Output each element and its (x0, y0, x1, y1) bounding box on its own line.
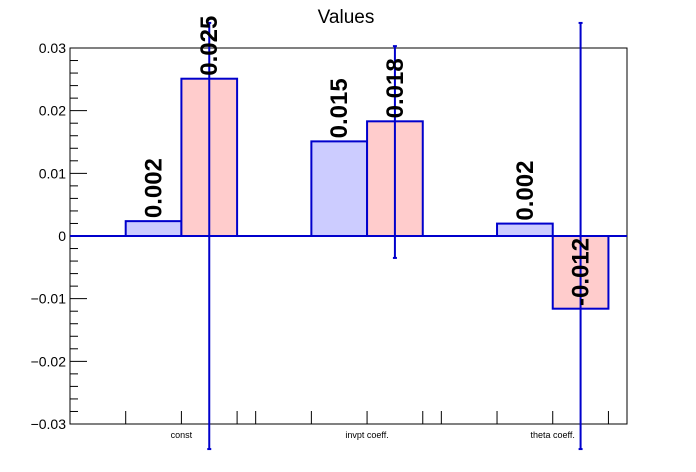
y-tick-label: −0.01 (31, 291, 67, 307)
bar-const-series-1 (124, 220, 183, 237)
y-tick-label: −0.02 (31, 353, 67, 369)
y-tick-label: 0.01 (39, 165, 66, 181)
x-category-label: invpt coeff. (345, 430, 388, 440)
x-category-label: const (171, 430, 193, 440)
y-tick-label: −0.03 (31, 416, 67, 432)
y-tick-label: 0 (58, 228, 66, 244)
data-label: 0.002 (141, 158, 168, 218)
bar-theta-coeff--series-1 (496, 222, 554, 237)
y-tick-label: 0.03 (39, 40, 66, 56)
data-label: 0.002 (512, 161, 539, 221)
y-tick-label: 0.02 (39, 103, 66, 119)
chart-title: Values (318, 7, 375, 28)
data-label: 0.018 (382, 58, 409, 118)
data-label: 0.015 (326, 78, 353, 138)
bar-invpt-coeff--series-1 (310, 140, 369, 237)
data-label: 0.025 (196, 16, 223, 76)
data-label: -0.012 (568, 238, 595, 306)
plot-layer: −0.03 −0.02 −0.01 0 0.01 0.02 0.03 const invpt c… (31, 16, 628, 451)
x-category-label: theta coeff. (531, 430, 575, 440)
